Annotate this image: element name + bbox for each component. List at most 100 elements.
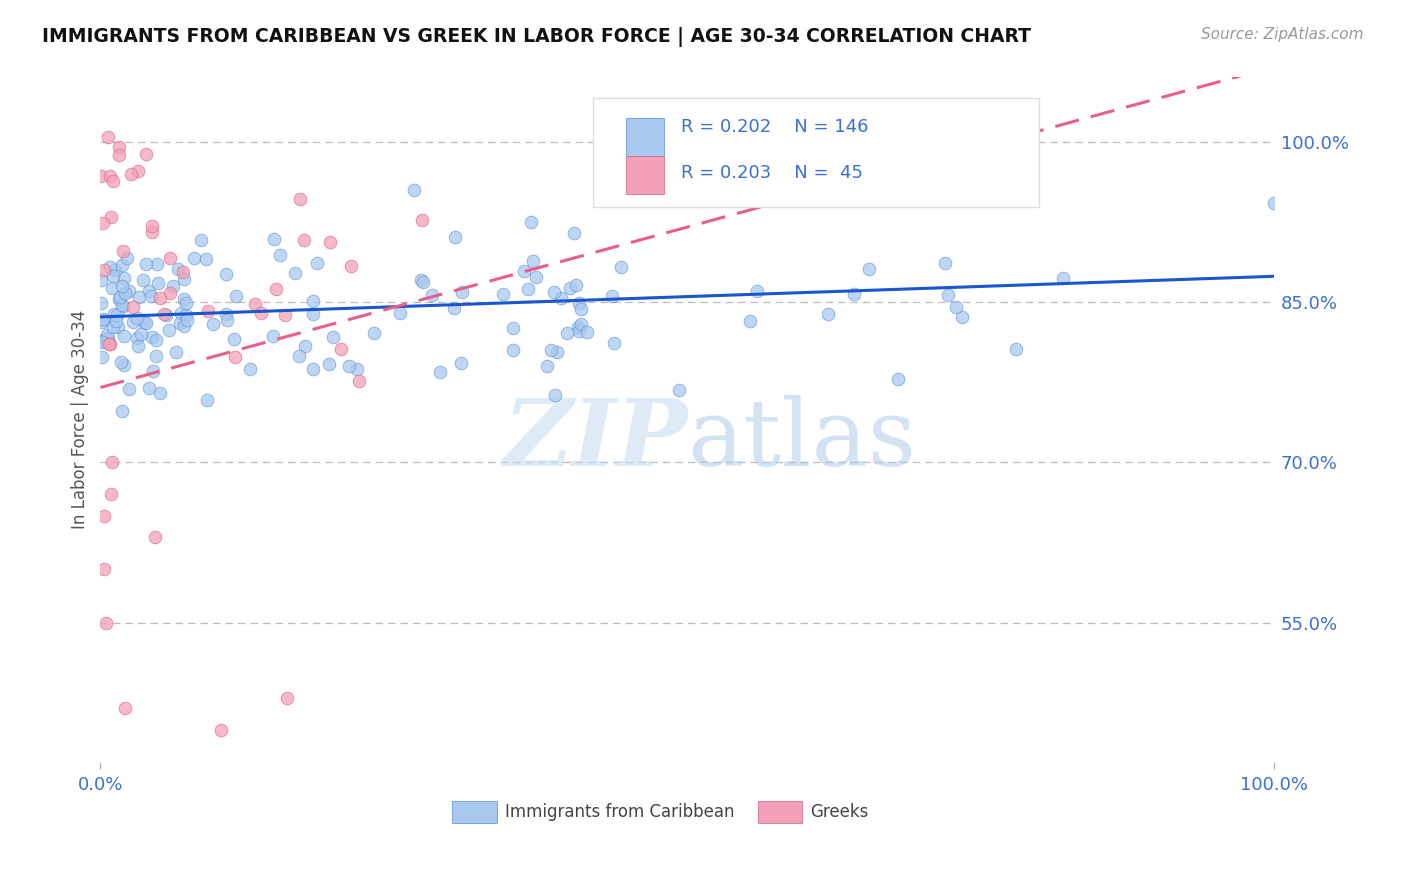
Point: [176, 313, 198, 327]
Point: [934, 256, 956, 270]
Point: [128, 290, 150, 304]
Point: [103, 307, 125, 321]
Text: atlas: atlas: [688, 395, 917, 485]
Point: [169, 316, 191, 330]
Point: [93, 562, 115, 576]
Point: [132, 273, 155, 287]
Point: [817, 307, 839, 321]
Point: [858, 261, 880, 276]
Point: [111, 244, 134, 259]
Point: [159, 251, 181, 265]
Point: [276, 690, 298, 705]
Point: [610, 260, 633, 275]
Point: [564, 227, 586, 241]
Point: [950, 310, 973, 324]
Point: [402, 183, 425, 197]
Point: [90, 169, 112, 183]
Point: [194, 252, 217, 267]
Point: [569, 301, 592, 316]
Point: [167, 261, 190, 276]
Point: [141, 219, 163, 233]
Point: [108, 140, 131, 154]
Point: [294, 338, 316, 352]
Text: ZIP: ZIP: [503, 395, 688, 485]
Point: [183, 251, 205, 265]
Point: [262, 329, 284, 343]
Point: [108, 290, 131, 304]
Point: [117, 251, 139, 265]
Point: [135, 316, 157, 330]
Point: [94, 313, 117, 327]
Point: [502, 343, 524, 357]
Point: [568, 325, 591, 339]
Point: [107, 319, 129, 334]
Point: [135, 146, 157, 161]
Point: [738, 314, 761, 328]
Point: [176, 308, 198, 322]
Point: [318, 358, 340, 372]
Point: [125, 310, 148, 325]
Point: [162, 279, 184, 293]
Point: [337, 359, 360, 374]
Point: [322, 330, 344, 344]
Point: [263, 232, 285, 246]
Text: IMMIGRANTS FROM CARIBBEAN VS GREEK IN LABOR FORCE | AGE 30-34 CORRELATION CHART: IMMIGRANTS FROM CARIBBEAN VS GREEK IN LA…: [42, 27, 1031, 46]
Point: [149, 386, 172, 401]
Point: [197, 304, 219, 318]
Point: [159, 285, 181, 300]
Text: Source: ZipAtlas.com: Source: ZipAtlas.com: [1201, 27, 1364, 42]
Point: [90, 295, 112, 310]
Point: [409, 273, 432, 287]
Point: [131, 326, 153, 341]
Point: [502, 321, 524, 335]
Point: [96, 328, 118, 343]
Point: [97, 130, 120, 145]
Point: [173, 318, 195, 333]
Point: [173, 292, 195, 306]
Point: [110, 355, 132, 369]
Point: [104, 314, 127, 328]
Point: [190, 233, 212, 247]
FancyBboxPatch shape: [593, 98, 1039, 208]
Point: [543, 285, 565, 300]
Point: [173, 272, 195, 286]
Point: [90, 350, 112, 364]
Point: [108, 148, 131, 162]
Point: [104, 263, 127, 277]
Point: [555, 326, 578, 340]
Point: [98, 260, 121, 274]
Point: [121, 315, 143, 329]
Point: [146, 257, 169, 271]
Point: [412, 275, 434, 289]
Point: [264, 282, 287, 296]
Point: [569, 318, 592, 332]
Point: [567, 320, 589, 334]
Point: [520, 215, 543, 229]
Point: [568, 295, 591, 310]
Point: [134, 315, 156, 329]
Point: [269, 248, 291, 262]
Point: [319, 235, 342, 249]
Point: [170, 305, 193, 319]
Point: [560, 281, 582, 295]
Point: [91, 315, 114, 329]
Point: [101, 174, 124, 188]
Point: [536, 359, 558, 374]
Point: [215, 267, 238, 281]
Point: [339, 260, 361, 274]
Text: R = 0.202    N = 146: R = 0.202 N = 146: [682, 119, 869, 136]
Point: [118, 284, 141, 298]
Point: [540, 343, 562, 358]
Point: [139, 289, 162, 303]
Point: [94, 332, 117, 346]
Point: [98, 169, 121, 184]
Point: [284, 266, 307, 280]
Point: [243, 296, 266, 310]
Point: [516, 282, 538, 296]
Bar: [758, 801, 801, 823]
Point: [91, 311, 114, 326]
Point: [292, 233, 315, 247]
Point: [141, 225, 163, 239]
Point: [215, 307, 238, 321]
Point: [600, 289, 623, 303]
